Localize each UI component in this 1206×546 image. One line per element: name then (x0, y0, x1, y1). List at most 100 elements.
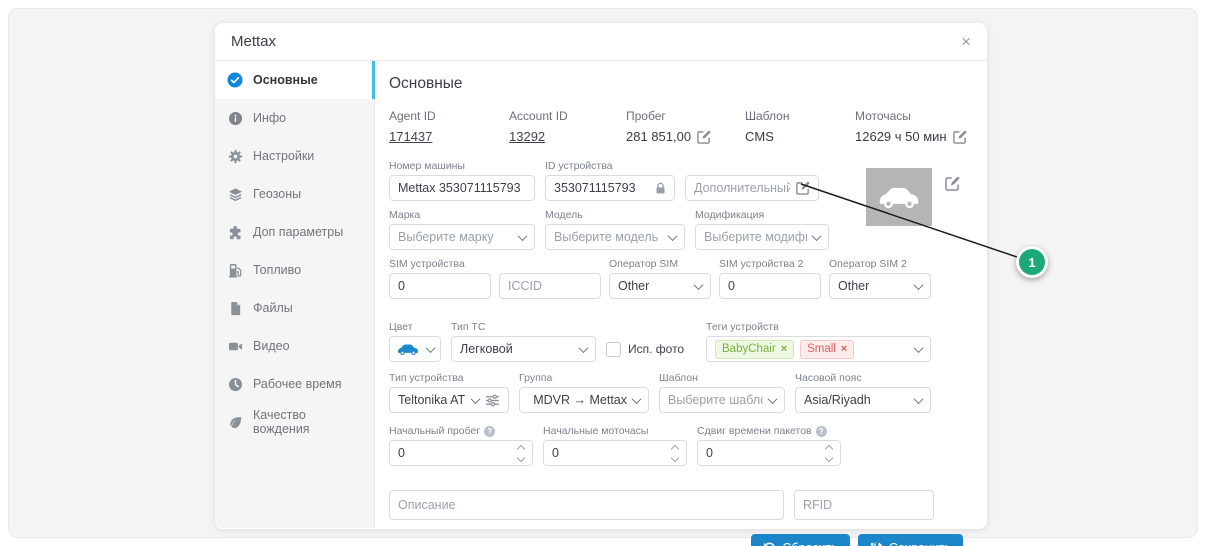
unit-template-label: Шаблон (659, 372, 698, 384)
sidebar-item-fuel[interactable]: Топливо (215, 251, 374, 289)
save-button[interactable]: Сохранить (857, 534, 963, 546)
engine-hours-label: Моточасы (855, 109, 911, 123)
sim1-label: SIM устройства (389, 258, 465, 270)
car-color-icon (396, 343, 420, 356)
device-type-label: Тип устройства (389, 372, 464, 384)
reset-button[interactable]: Сбросить (751, 534, 850, 546)
description-input[interactable] (398, 498, 775, 512)
initial-engine-hours-label: Начальные моточасы (543, 425, 649, 437)
sim2-input[interactable] (728, 279, 812, 293)
use-photo-checkbox[interactable] (606, 341, 621, 357)
color-label: Цвет (389, 321, 413, 333)
sidebar-item-extra-params[interactable]: Доп параметры (215, 213, 374, 251)
color-select[interactable] (389, 336, 441, 362)
rfid-input[interactable] (803, 498, 925, 512)
initial-engine-hours-input[interactable] (552, 446, 666, 460)
edit-photo-icon[interactable] (945, 176, 960, 191)
sidebar-item-label: Основные (253, 73, 318, 87)
initial-mileage-input[interactable] (398, 446, 512, 460)
lock-icon (655, 182, 666, 195)
edit-engine-hours-icon[interactable] (952, 130, 967, 144)
sidebar-item-label: Видео (253, 339, 290, 353)
tag-remove-icon[interactable]: × (780, 343, 788, 355)
vehicle-number-input[interactable] (398, 181, 526, 195)
number-stepper[interactable] (824, 444, 834, 462)
chevron-down-icon (470, 393, 481, 404)
sim1-operator-label: Оператор SIM (609, 258, 679, 270)
sim2-operator-select[interactable]: Other (829, 273, 931, 299)
tag-chip: Small × (800, 339, 855, 359)
initial-mileage-label: Начальный пробег (389, 425, 481, 437)
number-stepper[interactable] (670, 444, 680, 462)
sidebar-item-label: Настройки (253, 149, 315, 163)
section-heading: Основные (389, 75, 463, 92)
reset-icon (763, 542, 776, 546)
vehicle-number-label: Номер машины (389, 160, 465, 172)
check-circle-icon (227, 72, 243, 88)
chevron-down-icon (693, 279, 704, 290)
unit-template-select[interactable]: Выберите шаблон (659, 387, 785, 413)
account-id-link[interactable]: 13292 (509, 129, 546, 144)
sidebar-item-label: Файлы (253, 301, 293, 315)
sidebar-item-label: Качество вождения (253, 408, 310, 436)
group-select[interactable]: MDVR → Mettax (519, 387, 649, 413)
chevron-down-icon (578, 342, 589, 353)
tag-chip: BabyChair × (715, 339, 795, 359)
brand-select[interactable]: Выберите марку (389, 224, 535, 250)
modification-select[interactable]: Выберите модификаци (695, 224, 829, 250)
device-id-input[interactable] (554, 181, 649, 195)
unit-settings-dialog: Mettax × Основные Инфо Настройки (215, 23, 987, 546)
sim2-operator-label: Оператор SIM 2 (829, 258, 907, 270)
packet-time-shift-input[interactable] (706, 446, 820, 460)
vehicle-type-select[interactable]: Легковой (451, 336, 596, 362)
sidebar-item-working-time[interactable]: Рабочее время (215, 365, 374, 403)
edit-imei-icon[interactable] (796, 181, 810, 195)
chevron-down-icon (913, 279, 924, 290)
use-photo-label: Исп. фото (628, 342, 685, 356)
extra-imei-input[interactable] (694, 181, 790, 195)
number-stepper[interactable] (516, 444, 526, 462)
sidebar-item-files[interactable]: Файлы (215, 289, 374, 327)
model-select[interactable]: Выберите модель (545, 224, 685, 250)
sidebar-item-video[interactable]: Видео (215, 327, 374, 365)
device-id-label: ID устройства (545, 160, 613, 172)
device-tags-select[interactable]: BabyChair × Small × (706, 336, 931, 362)
fuel-pump-icon (227, 262, 243, 278)
modification-label: Модификация (695, 209, 765, 221)
chevron-down-icon (667, 230, 678, 241)
info-circle-icon (227, 110, 243, 126)
agent-id-link[interactable]: 171437 (389, 129, 433, 144)
car-icon (876, 185, 922, 210)
chevron-down-icon (517, 230, 528, 241)
timezone-select[interactable]: Asia/Riyadh (795, 387, 931, 413)
chevron-down-icon (631, 393, 642, 404)
sim1-input[interactable] (398, 279, 482, 293)
sidebar-item-settings[interactable]: Настройки (215, 137, 374, 175)
mileage-label: Пробег (626, 109, 666, 123)
video-camera-icon (227, 338, 243, 354)
help-icon: ? (815, 425, 827, 437)
dialog-header: Mettax × (215, 23, 987, 61)
sidebar-item-info[interactable]: Инфо (215, 99, 374, 137)
dialog-footer: Сбросить Сохранить (389, 534, 971, 546)
file-icon (227, 300, 243, 316)
iccid-input[interactable] (508, 279, 592, 293)
agent-id-label: Agent ID (389, 109, 436, 123)
template-value: CMS (745, 129, 774, 144)
chevron-down-icon (767, 393, 778, 404)
meta-row: Agent ID 171437 Account ID 13292 Пробег … (389, 109, 971, 144)
dialog-title: Mettax (231, 33, 277, 50)
device-type-settings-icon[interactable] (485, 394, 500, 407)
template-label: Шаблон (745, 109, 790, 123)
device-type-select[interactable]: Teltonika AT1200 (389, 387, 509, 413)
puzzle-icon (227, 224, 243, 240)
tag-remove-icon[interactable]: × (840, 343, 848, 355)
close-icon[interactable]: × (961, 32, 971, 51)
sidebar-item-main[interactable]: Основные (215, 61, 375, 99)
edit-mileage-icon[interactable] (697, 130, 711, 144)
sim1-operator-select[interactable]: Other (609, 273, 711, 299)
chevron-down-icon (913, 393, 924, 404)
brand-label: Марка (389, 209, 421, 221)
sidebar-item-geofences[interactable]: Геозоны (215, 175, 374, 213)
sidebar-item-driving-quality[interactable]: Качество вождения (215, 403, 374, 441)
